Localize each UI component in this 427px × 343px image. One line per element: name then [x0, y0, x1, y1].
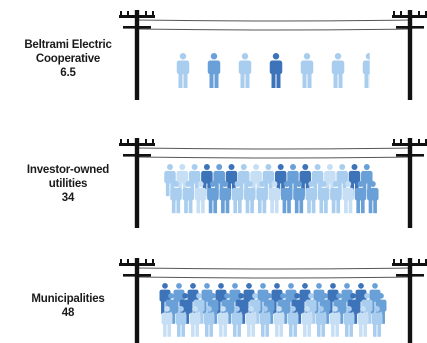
- person-icon: [194, 181, 207, 214]
- power-lines: [136, 267, 411, 279]
- person-icon: [201, 283, 213, 314]
- person-icon: [268, 181, 281, 214]
- person-icon: [256, 181, 268, 214]
- person-icon: [367, 181, 379, 214]
- row-label-line: Cooperative: [35, 53, 101, 65]
- person-icon: [219, 181, 231, 214]
- person-icon: [176, 53, 190, 88]
- person-icon: [175, 306, 187, 337]
- person-icon: [231, 306, 243, 337]
- pictograph-row-investor-owned: [164, 164, 379, 214]
- utility-pole-icon: [392, 258, 427, 343]
- person-icon: [330, 181, 342, 214]
- person-icon: [354, 181, 367, 214]
- row-label-cooperative: Beltrami Electric Cooperative 6.5: [0, 38, 136, 80]
- person-icon: [305, 181, 318, 214]
- row-label-line: Beltrami Electric: [24, 39, 112, 51]
- row-label-municipalities: Municipalities 48: [0, 292, 136, 320]
- person-icon: [207, 53, 221, 88]
- person-icon: [189, 306, 201, 337]
- pictograph-row-municipalities: [159, 283, 387, 337]
- person-icon: [287, 306, 299, 337]
- pictograph-row-cooperative: [176, 53, 370, 88]
- row-label-line: Municipalities: [31, 293, 105, 305]
- person-icon: [273, 306, 285, 337]
- person-icon: [293, 181, 305, 214]
- person-icon: [371, 306, 383, 337]
- person-icon: [342, 181, 354, 214]
- person-icon: [357, 306, 369, 337]
- person-icon: [301, 306, 313, 337]
- row-value: 48: [61, 307, 75, 319]
- person-icon: [217, 306, 229, 337]
- row-label-line: utilities: [48, 178, 88, 190]
- person-icon: [362, 53, 370, 88]
- person-icon: [331, 53, 345, 88]
- person-icon: [329, 306, 341, 337]
- person-icon: [300, 53, 314, 88]
- power-lines: [136, 147, 411, 159]
- person-icon: [269, 53, 283, 88]
- row-label-line: Investor-owned: [26, 164, 110, 176]
- person-icon: [207, 181, 219, 214]
- row-value: 34: [61, 192, 75, 204]
- person-icon: [203, 306, 215, 337]
- person-icon: [315, 306, 327, 337]
- utility-pole-icon: [119, 10, 155, 100]
- person-icon: [161, 306, 173, 337]
- row-label-investor-owned: Investor-owned utilities 34: [0, 163, 136, 205]
- utility-pole-icon: [392, 10, 427, 100]
- person-icon: [343, 306, 355, 337]
- person-icon: [259, 306, 271, 337]
- person-icon: [280, 181, 293, 214]
- power-lines: [136, 19, 411, 31]
- row-value: 6.5: [60, 67, 76, 79]
- person-icon: [238, 53, 252, 88]
- person-icon: [170, 181, 182, 214]
- person-icon: [182, 181, 195, 214]
- person-icon: [231, 181, 244, 214]
- utility-pole-icon: [119, 138, 155, 228]
- person-icon: [245, 306, 257, 337]
- utility-pole-icon: [392, 138, 427, 228]
- person-icon: [317, 181, 330, 214]
- utility-pole-icon: [119, 258, 155, 343]
- person-icon: [244, 181, 256, 214]
